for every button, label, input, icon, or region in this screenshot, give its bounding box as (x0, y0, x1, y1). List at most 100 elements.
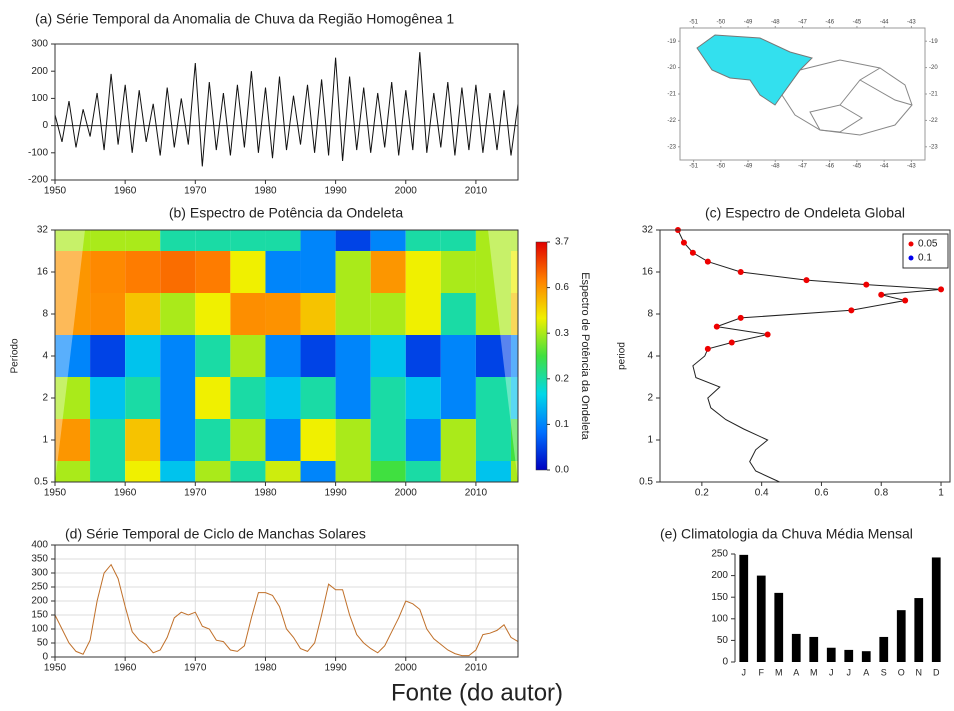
y-tick-label: 4 (42, 351, 48, 362)
x-tick-label: J (847, 667, 852, 677)
heatmap-cell (55, 293, 91, 335)
y-tick-label: 100 (31, 624, 48, 635)
heatmap-cell (195, 230, 231, 251)
heatmap-cell (230, 377, 266, 419)
y-tick-label: 16 (642, 267, 654, 278)
data-point (704, 345, 711, 352)
data-line (54, 563, 519, 657)
x-tick-label: 1980 (254, 663, 277, 674)
data-point (713, 323, 720, 330)
heatmap-cell (55, 251, 91, 293)
x-tick-label: 1950 (44, 186, 67, 197)
bar (791, 633, 801, 662)
heatmap-cell (160, 377, 196, 419)
y-tick-label: 250 (711, 549, 728, 560)
y-axis-label: Período (10, 338, 21, 373)
y-tick-label: 2 (42, 393, 48, 404)
heatmap-cell (195, 377, 231, 419)
data-point (848, 307, 855, 314)
x-tick-label: 1990 (324, 186, 347, 197)
heatmap-cell (370, 461, 406, 482)
chart-title: (b) Espectro de Potência da Ondeleta (169, 205, 403, 221)
x-tick-label: -45 (853, 20, 862, 26)
heatmap-cell (300, 335, 336, 377)
heatmap-cell (475, 419, 511, 461)
x-tick-label: -50 (716, 20, 725, 26)
bar (774, 592, 784, 662)
x-tick-label: -50 (716, 164, 725, 170)
heatmap-cell (370, 377, 406, 419)
y-tick-label: 200 (31, 596, 48, 607)
x-tick-label: 2000 (395, 488, 418, 499)
x-tick-label: J (742, 667, 747, 677)
x-tick-label: 1 (938, 488, 944, 499)
x-tick-label: -49 (744, 164, 753, 170)
x-tick-label: A (863, 667, 869, 677)
heatmap-cell (300, 461, 336, 482)
data-point (902, 297, 909, 304)
heatmap-cell (475, 377, 511, 419)
colorbar-tick-label: 0.0 (555, 465, 569, 476)
x-tick-label: -51 (689, 20, 698, 26)
x-tick-label: 0.6 (814, 488, 828, 499)
heatmap-cell (335, 293, 371, 335)
x-tick-label: F (759, 667, 765, 677)
heatmap-cell (230, 419, 266, 461)
heatmap-cell (125, 419, 161, 461)
bar (914, 598, 924, 662)
x-tick-label: -48 (771, 20, 780, 26)
y-tick-label: -100 (28, 147, 48, 158)
heatmap-cell (195, 251, 231, 293)
heatmap-cell (335, 335, 371, 377)
y-tick-label: 50 (717, 635, 729, 646)
y-tick-label: -21 (929, 92, 938, 98)
heatmap-cell (335, 251, 371, 293)
bar (931, 557, 941, 662)
y-tick-label: 32 (37, 225, 49, 236)
caption: Fonte (do autor) (391, 679, 563, 706)
x-tick-label: 1960 (114, 663, 137, 674)
data-point (764, 331, 771, 338)
heatmap-cell (90, 293, 126, 335)
y-tick-label: -22 (929, 118, 938, 124)
x-tick-label: 1950 (44, 488, 67, 499)
legend-box (902, 233, 949, 269)
heatmap-cell (475, 461, 511, 482)
y-tick-label: -23 (667, 144, 676, 150)
bar (844, 649, 854, 662)
x-tick-label: A (793, 667, 799, 677)
heatmap-cell (125, 377, 161, 419)
x-tick-label: -44 (880, 164, 889, 170)
y-tick-label: 8 (42, 309, 48, 320)
colorbar-tick-label: 3.7 (555, 237, 569, 248)
data-point (803, 277, 810, 284)
map-region (696, 34, 813, 106)
data-point (737, 269, 744, 275)
heatmap-cell (370, 230, 406, 251)
heatmap-cell (160, 419, 196, 461)
x-tick-label: 1980 (254, 186, 277, 197)
heatmap-cell (195, 293, 231, 335)
y-tick-label: 350 (31, 554, 48, 565)
heatmap-cell (90, 419, 126, 461)
colorbar-tick-label: 0.6 (555, 282, 569, 293)
y-tick-label: -200 (28, 175, 48, 186)
heatmap-cell (55, 419, 91, 461)
heatmap-cell (510, 230, 518, 251)
y-tick-label: 0.5 (639, 477, 653, 488)
y-tick-label: 50 (37, 638, 49, 649)
x-tick-label: 0.2 (695, 488, 709, 499)
data-point (878, 291, 885, 298)
heatmap-cell (335, 377, 371, 419)
y-tick-label: 2 (647, 393, 653, 404)
heatmap-cell (55, 377, 91, 419)
y-tick-label: 150 (31, 610, 48, 621)
y-tick-label: -20 (667, 65, 676, 71)
plot-frame (54, 229, 519, 483)
heatmap-cell (265, 335, 301, 377)
map-outline (839, 67, 913, 106)
heatmap-cell (440, 419, 476, 461)
heatmap-cell (160, 335, 196, 377)
heatmap-cell (335, 419, 371, 461)
x-tick-label: 1980 (254, 488, 277, 499)
